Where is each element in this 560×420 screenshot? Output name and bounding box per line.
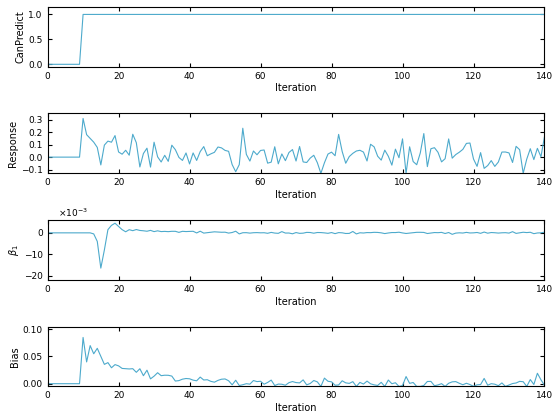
Y-axis label: CanPredict: CanPredict <box>16 10 26 63</box>
Y-axis label: $\beta_1$: $\beta_1$ <box>7 244 21 256</box>
X-axis label: Iteration: Iteration <box>276 190 317 200</box>
X-axis label: Iteration: Iteration <box>276 84 317 93</box>
X-axis label: Iteration: Iteration <box>276 403 317 413</box>
Y-axis label: Response: Response <box>8 120 18 167</box>
Y-axis label: Bias: Bias <box>10 346 20 367</box>
Text: $\times10^{-3}$: $\times10^{-3}$ <box>58 207 87 219</box>
X-axis label: Iteration: Iteration <box>276 297 317 307</box>
